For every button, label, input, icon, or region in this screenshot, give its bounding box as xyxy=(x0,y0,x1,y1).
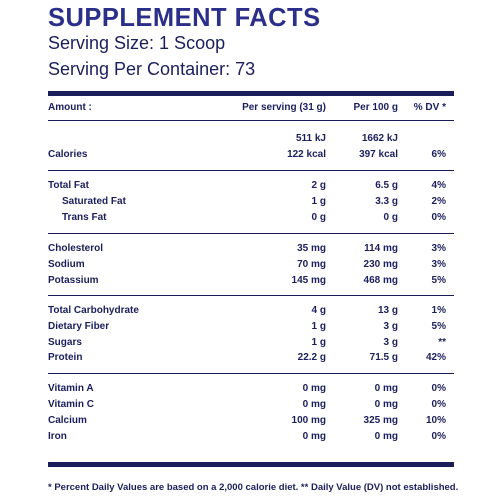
row-dv: 0% xyxy=(431,383,446,394)
table-row-vitamin-a: Vitamin A 0 mg 0 mg 0% xyxy=(48,383,454,398)
row-per100: 114 mg xyxy=(364,243,398,254)
row-label: Potassium xyxy=(48,275,99,286)
section-rule-3 xyxy=(48,295,454,296)
row-serving: 1 g xyxy=(311,337,326,348)
row-serving: 1 g xyxy=(311,196,326,207)
row-dv: 4% xyxy=(431,180,446,191)
serving-size: Serving Size: 1 Scoop xyxy=(48,33,226,53)
row-dv: 6% xyxy=(431,149,446,160)
row-dv: 2% xyxy=(431,196,446,207)
row-label: Cholesterol xyxy=(48,243,104,254)
section-rule-1 xyxy=(48,170,454,171)
table-row-dietary-fiber: Dietary Fiber 1 g 3 g 5% xyxy=(48,321,454,336)
row-per100: 3.3 g xyxy=(375,196,398,207)
row-label: Iron xyxy=(48,431,67,442)
table-row-calcium: Calcium 100 mg 325 mg 10% xyxy=(48,415,454,430)
row-dv: 10% xyxy=(425,415,446,426)
column-header-row: Amount : Per serving (31 g) Per 100 g % … xyxy=(48,102,454,117)
row-per100: 71.5 g xyxy=(369,352,398,363)
row-label: Total Fat xyxy=(48,180,89,191)
section-rule-4 xyxy=(48,373,454,374)
table-row-iron: Iron 0 mg 0 mg 0% xyxy=(48,431,454,446)
table-row-protein: Protein 22.2 g 71.5 g 42% xyxy=(48,352,454,367)
row-label: Calcium xyxy=(48,415,87,426)
row-dv: 0% xyxy=(431,212,446,223)
bottom-thick-rule xyxy=(48,462,454,467)
table-row-sodium: Sodium 70 mg 230 mg 3% xyxy=(48,259,454,274)
table-row-trans-fat: Trans Fat 0 g 0 g 0% xyxy=(48,212,454,227)
row-per100: 3 g xyxy=(383,337,398,348)
row-label: Protein xyxy=(48,352,83,363)
row-dv: 3% xyxy=(431,243,446,254)
row-per100: 0 mg xyxy=(374,399,398,410)
row-dv: 3% xyxy=(431,259,446,270)
row-label: Total Carbohydrate xyxy=(48,305,139,316)
row-per100: 0 mg xyxy=(374,431,398,442)
row-label: Calories xyxy=(48,149,88,160)
table-row-calories: Calories 122 kcal 397 kcal 6% xyxy=(48,149,454,164)
energy-kj-row: 511 kJ 1662 kJ xyxy=(48,133,454,148)
row-dv: 5% xyxy=(431,275,446,286)
row-serving: 0 mg xyxy=(302,431,326,442)
row-dv: 0% xyxy=(431,431,446,442)
row-serving: 122 kcal xyxy=(287,149,326,160)
header-per-100g: Per 100 g xyxy=(353,102,398,113)
row-serving: 0 g xyxy=(311,212,326,223)
row-serving: 4 g xyxy=(311,305,326,316)
row-label: Vitamin A xyxy=(48,383,94,394)
servings-per-container: Serving Per Container: 73 xyxy=(48,59,256,79)
row-per100: 6.5 g xyxy=(375,180,398,191)
header-rule xyxy=(48,120,454,121)
row-label: Sodium xyxy=(48,259,85,270)
footnote: * Percent Daily Values are based on a 2,… xyxy=(48,482,459,493)
row-serving: 70 mg xyxy=(297,259,326,270)
header-dv: % DV * xyxy=(413,102,446,113)
kj-100g: 1662 kJ xyxy=(361,133,398,144)
table-row-cholesterol: Cholesterol 35 mg 114 mg 3% xyxy=(48,243,454,258)
row-label: Trans Fat xyxy=(62,212,107,223)
section-rule-2 xyxy=(48,233,454,234)
row-label: Sugars xyxy=(48,337,82,348)
row-serving: 0 mg xyxy=(302,383,326,394)
top-thick-rule xyxy=(48,91,454,96)
row-serving: 22.2 g xyxy=(297,352,326,363)
table-row-saturated-fat: Saturated Fat 1 g 3.3 g 2% xyxy=(48,196,454,211)
header-per-serving: Per serving (31 g) xyxy=(242,102,326,113)
row-serving: 35 mg xyxy=(297,243,326,254)
row-serving: 2 g xyxy=(311,180,326,191)
row-label: Dietary Fiber xyxy=(48,321,110,332)
row-label: Vitamin C xyxy=(48,399,94,410)
row-per100: 397 kcal xyxy=(359,149,398,160)
row-per100: 0 g xyxy=(383,212,398,223)
row-dv: 1% xyxy=(431,305,446,316)
table-row-vitamin-c: Vitamin C 0 mg 0 mg 0% xyxy=(48,399,454,414)
row-dv: 0% xyxy=(431,399,446,410)
row-dv: ** xyxy=(438,337,446,348)
row-serving: 0 mg xyxy=(302,399,326,410)
row-per100: 230 mg xyxy=(363,259,398,270)
row-per100: 13 g xyxy=(377,305,398,316)
row-per100: 325 mg xyxy=(363,415,398,426)
row-per100: 0 mg xyxy=(374,383,398,394)
row-serving: 100 mg xyxy=(291,415,326,426)
kj-serving: 511 kJ xyxy=(295,133,326,144)
row-dv: 42% xyxy=(425,352,446,363)
table-row-total-carbohydrate: Total Carbohydrate 4 g 13 g 1% xyxy=(48,305,454,320)
table-row-potassium: Potassium 145 mg 468 mg 5% xyxy=(48,275,454,290)
row-dv: 5% xyxy=(431,321,446,332)
page-title: SUPPLEMENT FACTS xyxy=(48,2,321,32)
row-label: Saturated Fat xyxy=(62,196,126,207)
table-row-total-fat: Total Fat 2 g 6.5 g 4% xyxy=(48,180,454,195)
row-serving: 1 g xyxy=(311,321,326,332)
row-serving: 145 mg xyxy=(291,275,326,286)
row-per100: 3 g xyxy=(383,321,398,332)
row-per100: 468 mg xyxy=(363,275,398,286)
header-amount: Amount : xyxy=(48,102,92,113)
table-row-sugars: Sugars 1 g 3 g ** xyxy=(48,337,454,352)
